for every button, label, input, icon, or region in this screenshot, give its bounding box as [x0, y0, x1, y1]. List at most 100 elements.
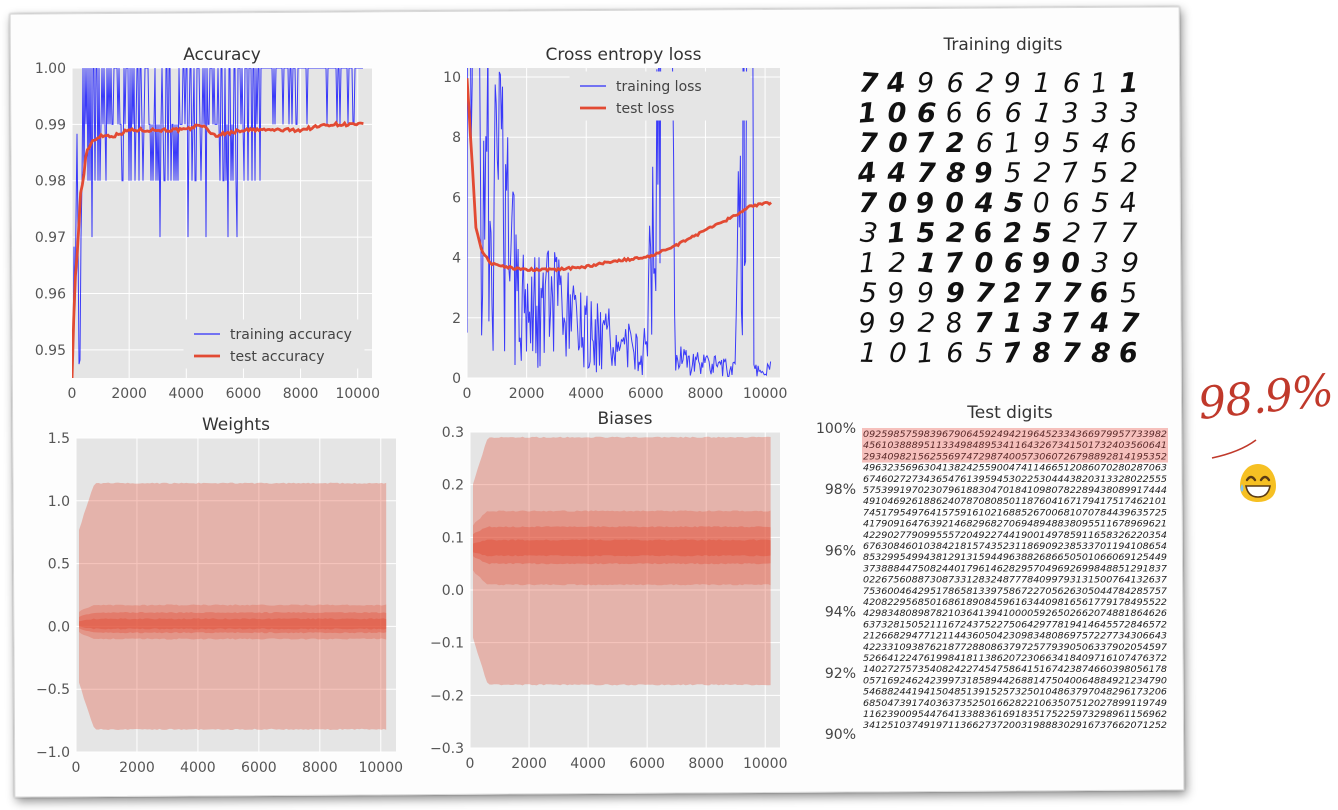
digit-glyph: 9 — [917, 68, 935, 100]
training-digits-title: Training digits — [942, 35, 1062, 55]
cross-entropy-series-group — [467, 68, 772, 378]
test-digits-strip: 0925985759839679064592494219645233436697… — [863, 429, 1167, 731]
digit-glyph: 1 — [886, 217, 907, 249]
digit-glyph: 9 — [914, 187, 936, 220]
digit-glyph: 5 — [1004, 158, 1021, 189]
accuracy-legend-label: training accuracy — [230, 327, 352, 343]
digit-glyph: 5 — [1091, 187, 1110, 219]
digit-glyph: 5 — [1091, 158, 1109, 190]
test-digits-title: Test digits — [966, 403, 1053, 423]
test-digit-row: 5266412247619984181138620723066341840971… — [863, 653, 1167, 664]
biases-x-tick-label: 8000 — [688, 756, 724, 772]
cross-entropy-y-tick-label: 2 — [452, 311, 461, 327]
cross-entropy-y-tick-label: 4 — [452, 251, 461, 267]
digit-glyph: 8 — [945, 157, 967, 190]
test-digit-row: 4910469261886240787080850118760416717941… — [863, 496, 1167, 507]
digit-glyph: 6 — [972, 217, 994, 250]
test-digits-y-label: 90% — [825, 727, 856, 743]
cross-entropy-x-tick-label: 2000 — [509, 386, 545, 402]
weights-percentile-band — [79, 612, 387, 634]
digit-glyph: 9 — [888, 308, 906, 339]
test-digit-row: 0226756088730873312832487778409979313150… — [863, 575, 1167, 586]
digit-glyph: 7 — [1032, 278, 1051, 309]
digit-glyph: 6 — [1003, 247, 1024, 279]
digit-glyph: 6 — [946, 338, 964, 369]
weights-plot-area — [76, 438, 396, 752]
digit-glyph: 9 — [1120, 247, 1140, 280]
digit-glyph: 1 — [1003, 308, 1023, 340]
digit-glyph: 1 — [1002, 127, 1022, 160]
cross-entropy-title: Cross entropy loss — [545, 45, 701, 65]
cross-entropy-y-tick-label: 8 — [452, 130, 461, 146]
weights-y-tick-label: −0.5 — [36, 682, 70, 698]
biases-series-group — [473, 436, 771, 686]
digit-glyph: 8 — [944, 307, 965, 340]
digit-glyph: 9 — [886, 277, 907, 310]
digit-glyph: 7 — [1060, 157, 1080, 190]
weights-y-tick-label: 1.5 — [48, 431, 70, 447]
digit-glyph: 5 — [975, 338, 994, 370]
digit-glyph: 9 — [1030, 247, 1052, 280]
cross-entropy-x-tick-label: 10000 — [743, 386, 788, 402]
digit-glyph: 7 — [1090, 217, 1109, 249]
digit-glyph: 2 — [917, 308, 936, 340]
digit-glyph: 7 — [858, 188, 877, 219]
digit-glyph: 3 — [1091, 98, 1108, 129]
digit-glyph: 1 — [859, 338, 877, 369]
digit-glyph: 7 — [1001, 337, 1023, 370]
digit-glyph: 5 — [859, 278, 878, 310]
test-digit-row: 3412510374919711366273720031988830291673… — [863, 720, 1167, 731]
cross-entropy-y-tick-label: 6 — [452, 190, 461, 206]
test-digit-row: 4229027790995557204922744190014978591165… — [863, 530, 1167, 541]
digit-glyph: 4 — [1091, 127, 1111, 160]
digit-glyph: 6 — [1119, 127, 1138, 159]
weights-percentile-band — [79, 482, 387, 730]
accuracy-y-tick-label: 0.99 — [35, 117, 66, 133]
test-digit-row: 5468824419415048513915257325010486379704… — [863, 687, 1167, 698]
biases-percentile-band — [473, 510, 771, 586]
cross-entropy-y-tick-label: 0 — [452, 371, 461, 387]
test-digit-row: 5753991970230796188304701841098078228943… — [863, 485, 1167, 496]
digit-glyph: 9 — [1003, 67, 1022, 99]
digit-glyph: 1 — [1089, 67, 1109, 100]
digit-glyph: 2 — [1033, 157, 1052, 189]
digit-glyph: 4 — [973, 188, 994, 220]
weights-y-tick-label: 1.0 — [48, 494, 70, 510]
digit-glyph: 2 — [1120, 158, 1138, 190]
digit-glyph: 9 — [1033, 128, 1051, 160]
accuracy-y-tick-label: 0.97 — [35, 230, 66, 246]
test-digit-row: 6850473917403637352501662822106350751202… — [863, 698, 1167, 709]
weights-x-tick-label: 4000 — [180, 760, 216, 776]
digit-glyph: 4 — [1118, 187, 1138, 220]
test-digit-row: 6746027273436547613959453022530444382031… — [863, 474, 1167, 485]
digit-glyph: 7 — [1061, 277, 1082, 309]
cross-entropy-x-tick-label: 6000 — [628, 386, 664, 402]
digit-glyph: 0 — [1032, 187, 1051, 219]
digit-glyph: 9 — [858, 307, 878, 339]
weights-percentile-band — [79, 618, 387, 630]
digit-glyph: 5 — [1062, 128, 1080, 160]
test-digit-row: 6763084601038421815743523118690923853370… — [863, 541, 1167, 552]
digit-glyph: 7 — [915, 127, 936, 159]
digit-glyph: 4 — [884, 67, 907, 100]
accuracy-y-tick-label: 0.96 — [35, 286, 66, 302]
cross-entropy-legend-label: training loss — [616, 79, 702, 95]
digit-glyph: 0 — [974, 248, 993, 279]
digit-glyph: 9 — [916, 278, 935, 310]
accuracy-title: Accuracy — [183, 45, 261, 65]
biases-x-tick-label: 4000 — [570, 756, 606, 772]
digit-glyph: 7 — [916, 158, 936, 190]
test-digit-row: 4298348089878210364139410000592650266207… — [863, 608, 1167, 619]
weights-series-group — [79, 482, 387, 730]
digit-glyph: 5 — [1003, 187, 1025, 220]
test-digit-row: 4179091647639214682968270694894883809551… — [863, 519, 1167, 530]
biases-x-tick-label: 6000 — [629, 756, 665, 772]
digit-glyph: 2 — [945, 217, 966, 249]
